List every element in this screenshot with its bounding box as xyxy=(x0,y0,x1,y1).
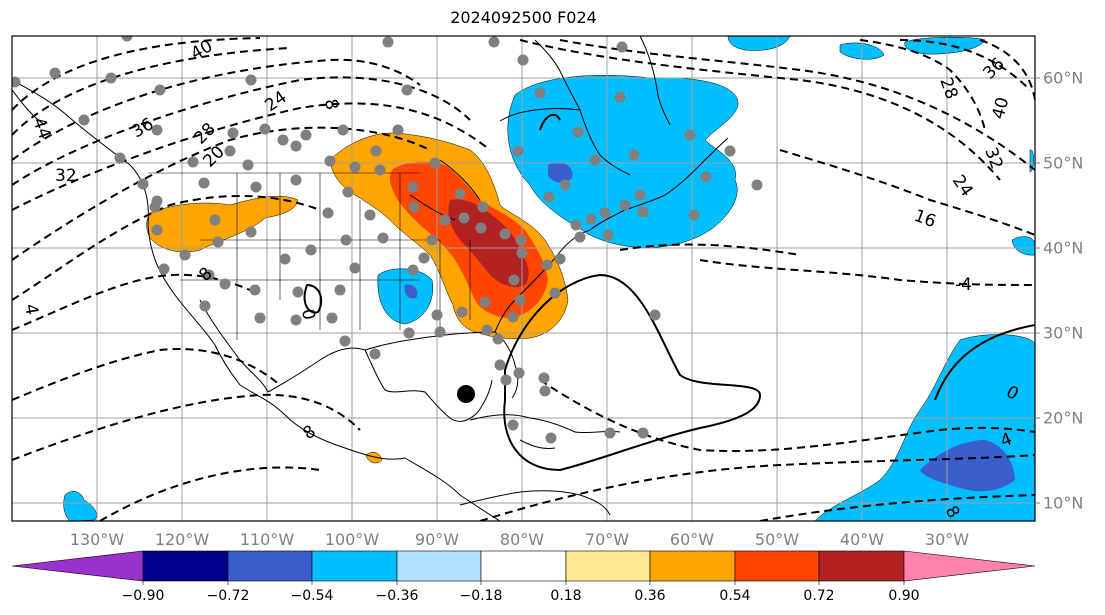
contour-label: 8 xyxy=(320,97,342,111)
stations xyxy=(12,36,763,444)
lon-label: 80°W xyxy=(499,530,545,549)
colorbar-bin xyxy=(565,550,651,582)
colorbar-bin xyxy=(142,550,229,582)
anomaly-region-atlantic-negative xyxy=(814,334,1035,521)
zero-contours xyxy=(303,113,1035,472)
contours xyxy=(12,37,1035,521)
contour-label: 36 xyxy=(979,54,1008,83)
state-borders xyxy=(148,172,471,340)
colorbar-bin xyxy=(818,550,905,582)
colorbar-tick-label: −0.36 xyxy=(375,588,419,604)
colorbar-tick-label: −0.90 xyxy=(121,588,165,604)
colorbar-bin xyxy=(311,550,398,582)
colorbar-tick-label: −0.54 xyxy=(290,588,334,604)
lon-label: 130°W xyxy=(69,530,125,549)
contour-label: 0 xyxy=(297,307,319,321)
anomaly-region-canada-strong xyxy=(548,162,573,183)
contour-label: 32 xyxy=(55,166,77,186)
colorbar-tick-label: 0.36 xyxy=(634,588,666,604)
lon-label: 70°W xyxy=(584,530,630,549)
lon-label: 50°W xyxy=(754,530,800,549)
contour-label: 36 xyxy=(129,114,158,142)
colorbar-tick-label: 0.90 xyxy=(888,588,920,604)
anomaly-region-arctic-1 xyxy=(727,36,791,51)
contour-label: -4 xyxy=(955,275,972,295)
colorbar-bin xyxy=(649,550,736,582)
anomaly-region-east-1 xyxy=(1011,236,1035,256)
colorbar-tick-label: 0.54 xyxy=(719,588,751,604)
colorbar-bin xyxy=(480,550,567,582)
anomaly-region-mexico-positive xyxy=(365,452,383,464)
lon-label: 90°W xyxy=(414,530,460,549)
contour-label: 16 xyxy=(911,206,938,232)
contour-label: 40 xyxy=(989,95,1014,121)
lat-label: 20°N xyxy=(1043,408,1084,428)
colorbar-bin xyxy=(396,550,482,582)
colorbar-tick-label: −0.72 xyxy=(206,588,250,604)
anomaly-region-gulf-strong xyxy=(404,284,418,299)
lat-label: 60°N xyxy=(1043,68,1084,88)
contour-label: 8 xyxy=(299,422,319,445)
colorbar-bin xyxy=(734,550,820,582)
lat-label: 50°N xyxy=(1043,153,1084,173)
anomaly-region-pacific-negative xyxy=(63,491,97,521)
colorbar-extend-high xyxy=(903,550,1036,582)
map-title: 2024092500 F024 xyxy=(450,8,597,27)
colorbar-extend-low xyxy=(11,550,144,582)
lon-label: 40°W xyxy=(839,530,885,549)
contour-label: 24 xyxy=(948,171,977,200)
map-frame xyxy=(11,35,1036,522)
lon-label: 100°W xyxy=(324,530,380,549)
contour-label: 40 xyxy=(188,36,217,64)
contour-label: 44 xyxy=(28,115,54,142)
lat-label: 40°N xyxy=(1043,238,1084,258)
colorbar-tick-label: 0.18 xyxy=(550,588,582,604)
lon-label: 110°W xyxy=(239,530,295,549)
colorbar-tick-label: −0.18 xyxy=(459,588,503,604)
lon-label: 120°W xyxy=(154,530,210,549)
colorbar-bin xyxy=(227,550,313,582)
lat-label: 30°N xyxy=(1043,323,1084,343)
anomaly-region-west-positive xyxy=(146,195,299,253)
storm-center-marker xyxy=(457,385,475,403)
lat-label: 10°N xyxy=(1043,493,1084,513)
lon-label: 30°W xyxy=(924,530,970,549)
colorbar xyxy=(11,550,1036,585)
colorbar-tick-label: 0.72 xyxy=(803,588,835,604)
lon-label: 60°W xyxy=(669,530,715,549)
contour-label: 4 xyxy=(20,302,42,316)
contour-label: 32 xyxy=(980,145,1006,172)
anomaly-region-atlantic-strong xyxy=(920,440,1015,492)
shaded-regions xyxy=(63,36,1035,521)
anomaly-region-gulf-negative xyxy=(377,268,434,325)
frame-ticks xyxy=(1035,77,1040,504)
